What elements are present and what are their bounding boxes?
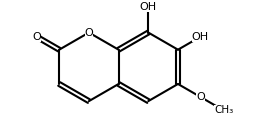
Text: O: O xyxy=(196,92,205,102)
Text: OH: OH xyxy=(192,32,209,42)
Text: O: O xyxy=(33,32,41,42)
Text: CH₃: CH₃ xyxy=(214,105,233,115)
Text: OH: OH xyxy=(140,2,157,12)
Text: O: O xyxy=(85,28,93,38)
